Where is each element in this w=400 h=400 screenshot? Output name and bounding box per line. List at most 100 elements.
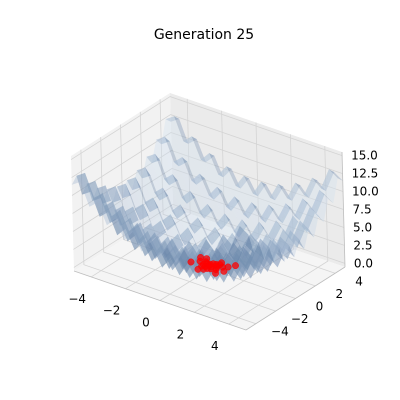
- surface-facet: [257, 253, 265, 266]
- surface-facet: [253, 262, 261, 275]
- surface-facet: [165, 246, 172, 259]
- surface-facet: [193, 217, 201, 226]
- surface-facet: [285, 234, 292, 250]
- surface-facet: [227, 216, 235, 229]
- surface-facet: [109, 194, 117, 203]
- surface-facet: [201, 211, 209, 219]
- y-gridline: [120, 124, 296, 299]
- surface-facet: [241, 247, 248, 259]
- surface-facet: [283, 229, 291, 240]
- surface-facet: [270, 246, 277, 264]
- surface-facet: [299, 199, 306, 221]
- surface-facet: [222, 213, 230, 234]
- surface-facet: [170, 247, 178, 264]
- surface-facet: [231, 230, 238, 245]
- surface-facet: [227, 222, 234, 243]
- surface-facet: [259, 248, 267, 260]
- surface-facet: [147, 232, 155, 244]
- surface-facet: [230, 242, 238, 254]
- surface-facet: [242, 250, 250, 264]
- surface-facet: [223, 216, 230, 225]
- surface-facet: [229, 251, 237, 265]
- surface-facet: [304, 203, 312, 221]
- surface-facet: [233, 225, 241, 235]
- surface-facet: [218, 178, 225, 196]
- surface-facet: [263, 213, 270, 223]
- surface-facet: [297, 209, 304, 221]
- x-tick-label: −2: [103, 304, 121, 318]
- surface-facet: [280, 236, 288, 248]
- surface-facet: [121, 183, 129, 192]
- surface-facet: [264, 238, 272, 250]
- surface-facet: [184, 159, 192, 174]
- surface-facet: [157, 194, 164, 201]
- surface-facet: [170, 174, 178, 197]
- surface-facet: [165, 191, 173, 208]
- surface-facet: [236, 228, 243, 238]
- surface-facet: [179, 256, 187, 274]
- surface-facet: [276, 236, 283, 253]
- surface-facet: [173, 252, 181, 266]
- surface-facet: [200, 156, 208, 162]
- surface-facet: [162, 217, 169, 226]
- surface-facet: [158, 220, 166, 240]
- surface-facet: [241, 175, 249, 198]
- surface-facet: [194, 148, 201, 173]
- surface-facet: [154, 232, 162, 251]
- surface-facet: [163, 185, 171, 199]
- surface-facet: [192, 225, 199, 234]
- surface-facet: [257, 245, 264, 263]
- surface-facet: [166, 243, 174, 255]
- surface-facet: [145, 190, 153, 213]
- surface-facet: [265, 189, 273, 199]
- surface-facet: [335, 175, 343, 181]
- surface-facet: [180, 243, 187, 262]
- surface-facet: [239, 175, 247, 183]
- surface-facet: [128, 177, 136, 188]
- surface-facet: [250, 232, 257, 251]
- surface-facet: [272, 220, 279, 232]
- surface-facet: [190, 251, 198, 269]
- surface-facet: [261, 224, 269, 236]
- surface-facet: [76, 174, 84, 186]
- surface-facet: [199, 227, 207, 247]
- surface-facet: [270, 190, 277, 199]
- surface-facet: [203, 204, 210, 212]
- surface-facet: [144, 233, 152, 244]
- surface-facet: [139, 235, 147, 248]
- surface-facet: [306, 187, 314, 198]
- surface-facet: [260, 256, 268, 275]
- surface-facet: [276, 229, 284, 248]
- surface-facet: [237, 247, 245, 262]
- surface-facet: [89, 200, 96, 207]
- surface-facet: [169, 257, 176, 269]
- surface-facet: [299, 216, 306, 237]
- surface-facet: [168, 245, 176, 257]
- surface-facet: [261, 245, 268, 259]
- surface-facet: [202, 227, 210, 242]
- surface-facet: [281, 215, 288, 233]
- surface-facet: [264, 239, 271, 257]
- surface-facet: [172, 174, 180, 190]
- surface-facet: [263, 247, 270, 266]
- surface-facet: [165, 128, 172, 143]
- surface-facet: [305, 200, 313, 209]
- surface-facet: [174, 211, 182, 219]
- surface-facet: [217, 208, 224, 230]
- surface-facet: [254, 181, 261, 201]
- surface-facet: [95, 199, 103, 217]
- surface-facet: [326, 169, 334, 187]
- surface-facet: [216, 170, 223, 188]
- surface-facet: [278, 183, 286, 193]
- surface-facet: [282, 224, 289, 244]
- surface-facet: [291, 218, 299, 231]
- surface-facet: [201, 204, 208, 220]
- surface-facet: [224, 199, 232, 211]
- surface-facet: [196, 208, 204, 224]
- surface-facet: [142, 226, 150, 237]
- surface-facet: [205, 250, 213, 261]
- surface-facet: [150, 221, 158, 239]
- surface-facet: [222, 244, 230, 254]
- surface-facet: [242, 250, 250, 263]
- surface-facet: [241, 259, 249, 272]
